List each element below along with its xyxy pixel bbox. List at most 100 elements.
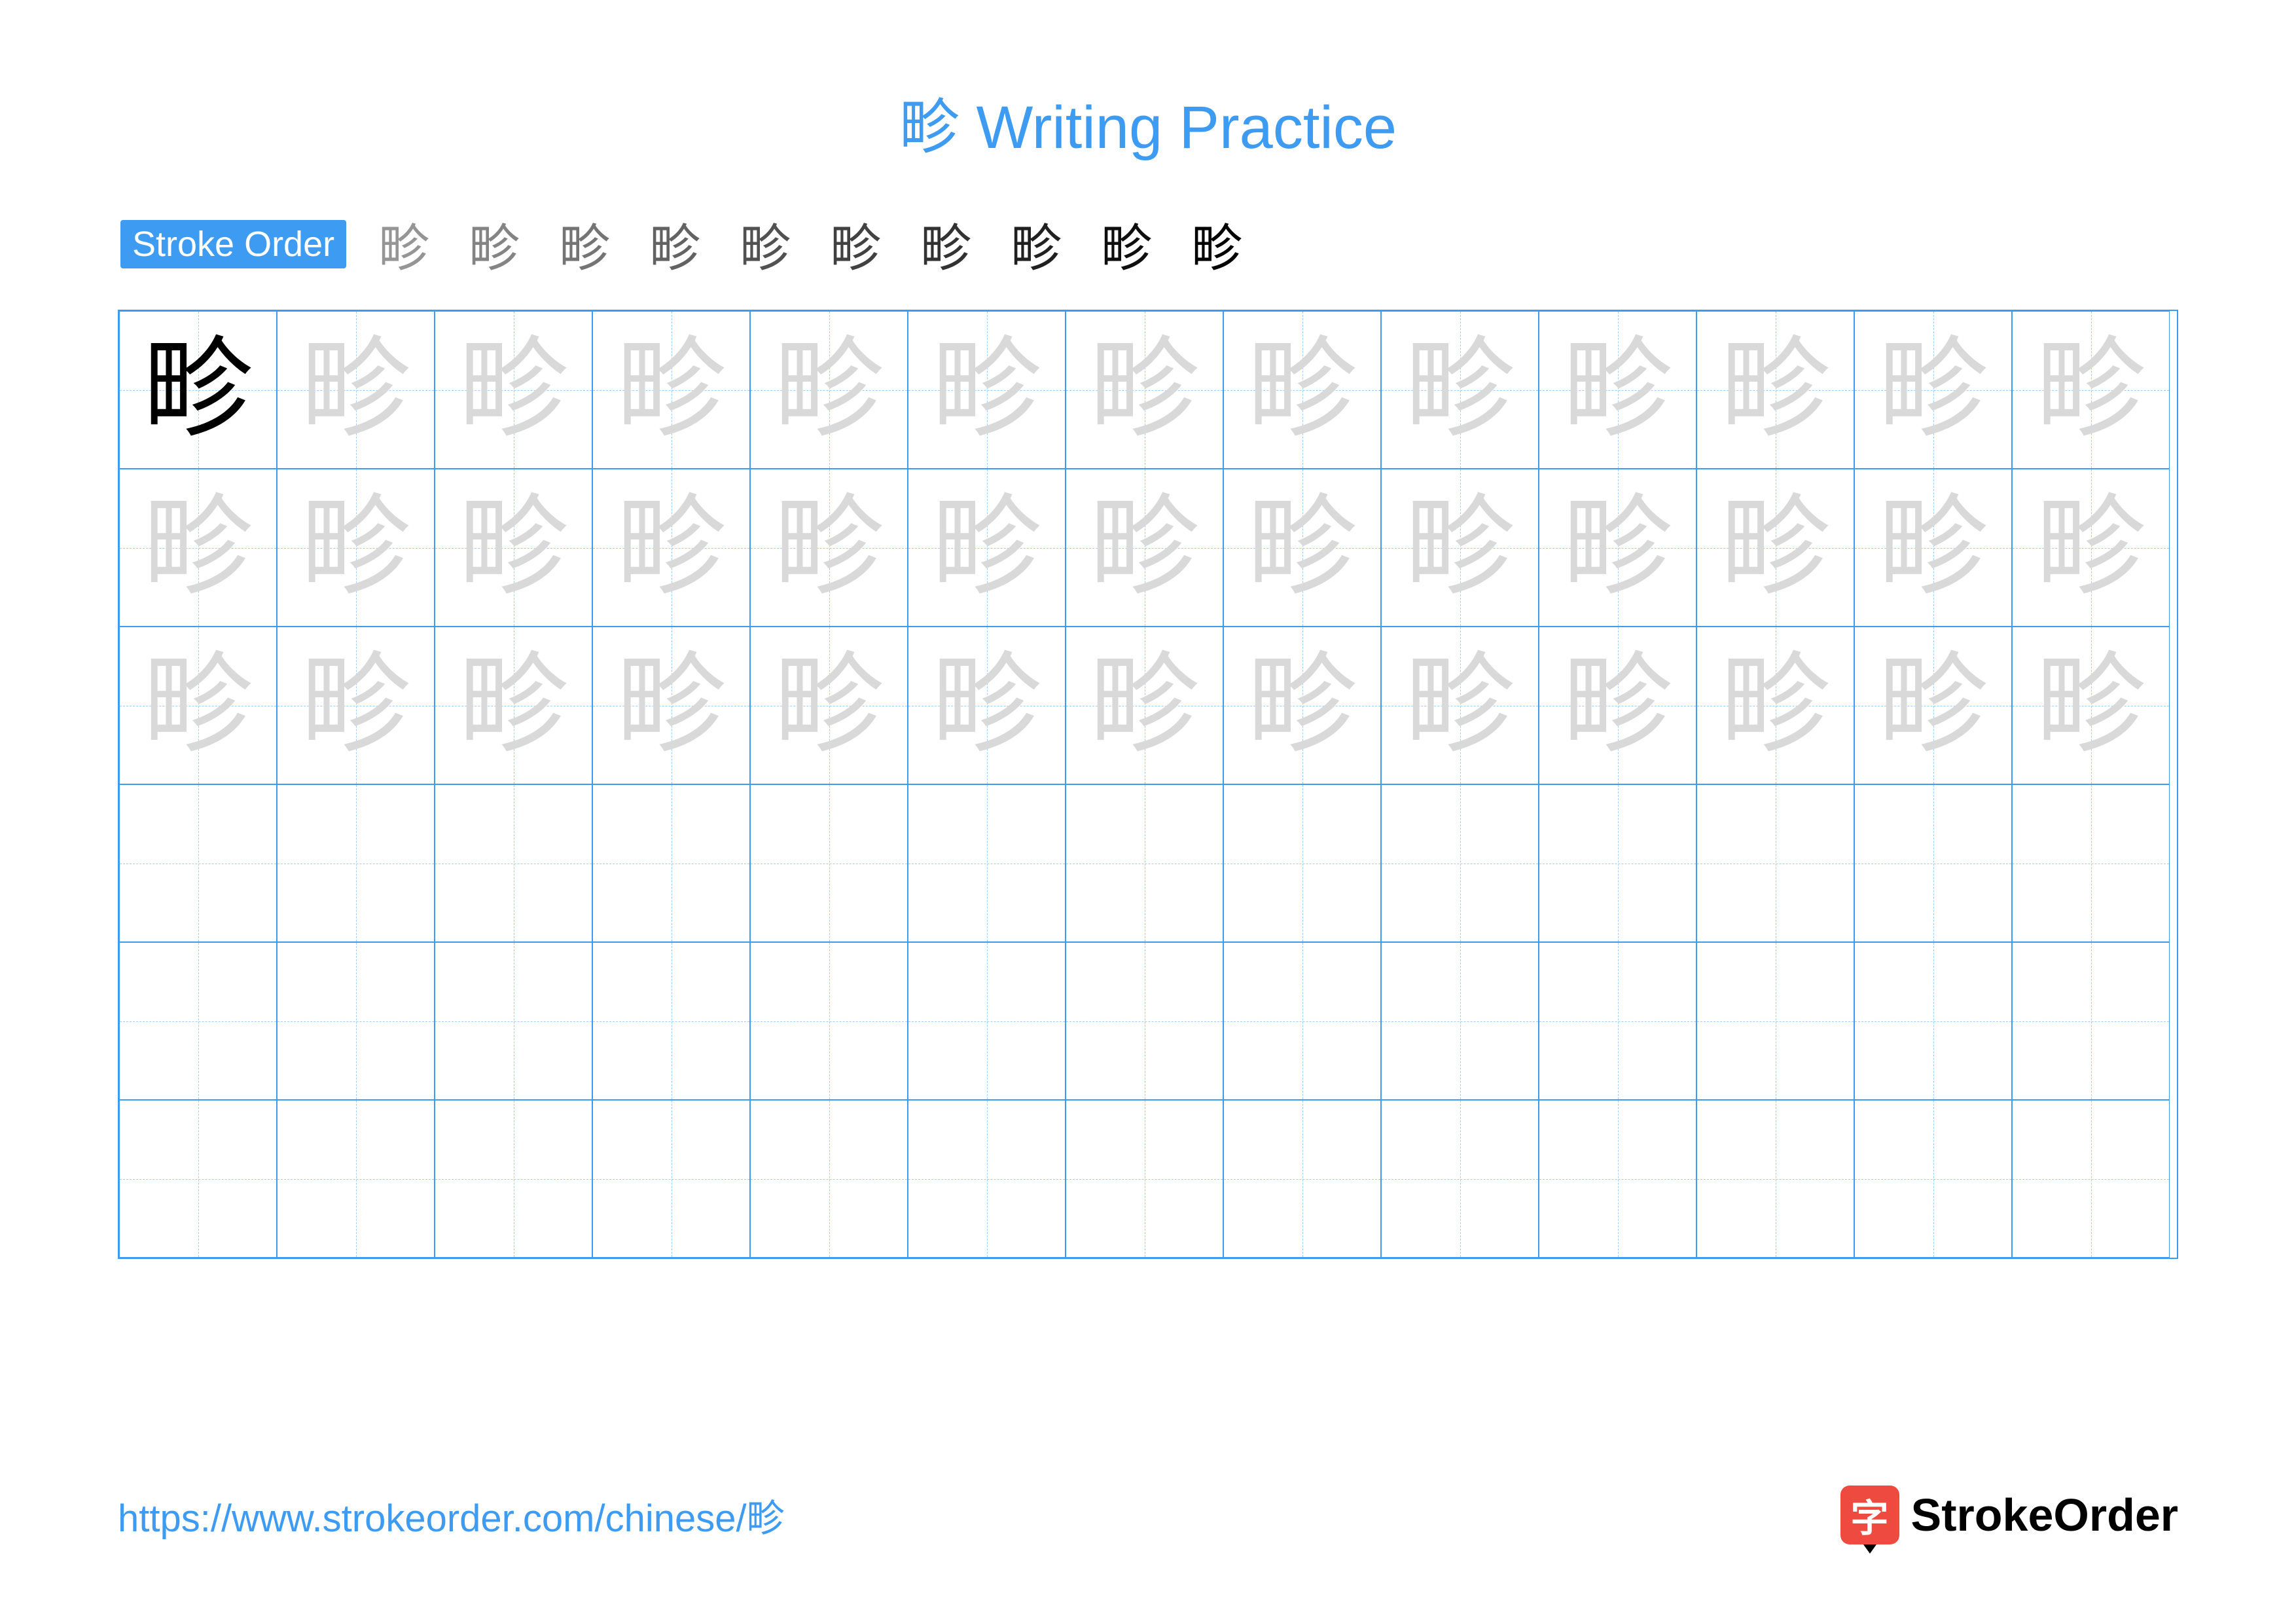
practice-character: 畛 xyxy=(774,335,884,445)
grid-cell: 畛 xyxy=(1381,469,1539,627)
practice-character: 畛 xyxy=(143,493,253,603)
grid-cell: 畛 xyxy=(1696,311,1854,469)
grid-cell xyxy=(1854,1100,2012,1258)
grid-cell xyxy=(592,784,750,942)
grid-cell: 畛 xyxy=(277,627,435,784)
stroke-step: 畛 xyxy=(726,205,804,283)
practice-character: 畛 xyxy=(1090,493,1200,603)
grid-cell: 畛 xyxy=(1066,469,1223,627)
practice-character: 畛 xyxy=(932,335,1042,445)
practice-character: 畛 xyxy=(301,335,411,445)
grid-cell xyxy=(435,1100,592,1258)
grid-cell: 畛 xyxy=(1381,311,1539,469)
practice-character: 畛 xyxy=(1247,493,1357,603)
grid-cell xyxy=(1854,942,2012,1100)
grid-cell xyxy=(1539,784,1696,942)
grid-cell: 畛 xyxy=(435,311,592,469)
grid-cell xyxy=(1854,784,2012,942)
grid-cell xyxy=(1539,942,1696,1100)
grid-cell: 畛 xyxy=(750,311,908,469)
practice-character: 畛 xyxy=(301,493,411,603)
grid-cell: 畛 xyxy=(1223,469,1381,627)
grid-cell: 畛 xyxy=(750,627,908,784)
practice-character: 畛 xyxy=(1878,493,1988,603)
grid-cell: 畛 xyxy=(277,311,435,469)
grid-cell xyxy=(119,1100,277,1258)
grid-cell xyxy=(2012,1100,2170,1258)
grid-cell xyxy=(1066,784,1223,942)
grid-cell xyxy=(908,784,1066,942)
practice-character: 畛 xyxy=(459,493,569,603)
grid-cell xyxy=(1223,1100,1381,1258)
stroke-step: 畛 xyxy=(997,205,1075,283)
grid-cell xyxy=(592,942,750,1100)
grid-cell xyxy=(750,784,908,942)
practice-character: 畛 xyxy=(2036,335,2146,445)
grid-cell: 畛 xyxy=(592,311,750,469)
practice-character: 畛 xyxy=(1247,651,1357,761)
grid-cell xyxy=(2012,784,2170,942)
brand-icon: 字 xyxy=(1840,1486,1899,1544)
brand-text: StrokeOrder xyxy=(1911,1489,2178,1541)
practice-character: 畛 xyxy=(1563,651,1673,761)
practice-character: 畛 xyxy=(459,651,569,761)
grid-cell: 畛 xyxy=(2012,469,2170,627)
grid-cell: 畛 xyxy=(1854,627,2012,784)
grid-cell: 畛 xyxy=(2012,627,2170,784)
practice-character: 畛 xyxy=(143,651,253,761)
practice-character: 畛 xyxy=(1090,335,1200,445)
grid-cell: 畛 xyxy=(750,469,908,627)
grid-cell xyxy=(2012,942,2170,1100)
practice-character: 畛 xyxy=(1721,335,1831,445)
grid-cell xyxy=(750,942,908,1100)
practice-character: 畛 xyxy=(617,493,726,603)
grid-cell xyxy=(908,1100,1066,1258)
practice-character: 畛 xyxy=(1090,651,1200,761)
grid-cell xyxy=(277,942,435,1100)
grid-cell xyxy=(1223,942,1381,1100)
grid-cell xyxy=(1381,942,1539,1100)
practice-character: 畛 xyxy=(1721,493,1831,603)
practice-character: 畛 xyxy=(1405,651,1515,761)
grid-cell xyxy=(435,942,592,1100)
grid-cell xyxy=(1696,942,1854,1100)
practice-character: 畛 xyxy=(301,651,411,761)
stroke-step: 畛 xyxy=(455,205,533,283)
practice-character: 畛 xyxy=(1405,493,1515,603)
practice-character: 畛 xyxy=(1247,335,1357,445)
stroke-order-label: Stroke Order xyxy=(120,220,346,268)
practice-character: 畛 xyxy=(143,335,253,445)
grid-cell: 畛 xyxy=(592,469,750,627)
grid-cell xyxy=(277,1100,435,1258)
practice-character: 畛 xyxy=(1721,651,1831,761)
footer: https://www.strokeorder.com/chinese/畛 字 … xyxy=(118,1486,2178,1544)
stroke-step: 畛 xyxy=(906,205,985,283)
grid-cell: 畛 xyxy=(1854,311,2012,469)
practice-character: 畛 xyxy=(2036,493,2146,603)
grid-cell xyxy=(1381,784,1539,942)
stroke-step: 畛 xyxy=(636,205,714,283)
stroke-step: 畛 xyxy=(1087,205,1166,283)
grid-cell: 畛 xyxy=(119,311,277,469)
grid-cell xyxy=(435,784,592,942)
grid-cell xyxy=(1066,1100,1223,1258)
grid-cell xyxy=(1696,1100,1854,1258)
grid-cell xyxy=(908,942,1066,1100)
grid-cell: 畛 xyxy=(1381,627,1539,784)
grid-cell: 畛 xyxy=(1539,627,1696,784)
grid-cell: 畛 xyxy=(1539,311,1696,469)
grid-cell: 畛 xyxy=(1854,469,2012,627)
grid-cell: 畛 xyxy=(908,311,1066,469)
grid-cell xyxy=(1066,942,1223,1100)
grid-cell: 畛 xyxy=(1066,627,1223,784)
grid-cell: 畛 xyxy=(908,627,1066,784)
grid-cell xyxy=(592,1100,750,1258)
grid-cell: 畛 xyxy=(277,469,435,627)
practice-character: 畛 xyxy=(1878,651,1988,761)
practice-character: 畛 xyxy=(617,335,726,445)
grid-cell: 畛 xyxy=(1696,627,1854,784)
grid-cell xyxy=(750,1100,908,1258)
stroke-step: 畛 xyxy=(1177,205,1256,283)
grid-cell xyxy=(119,942,277,1100)
practice-character: 畛 xyxy=(459,335,569,445)
